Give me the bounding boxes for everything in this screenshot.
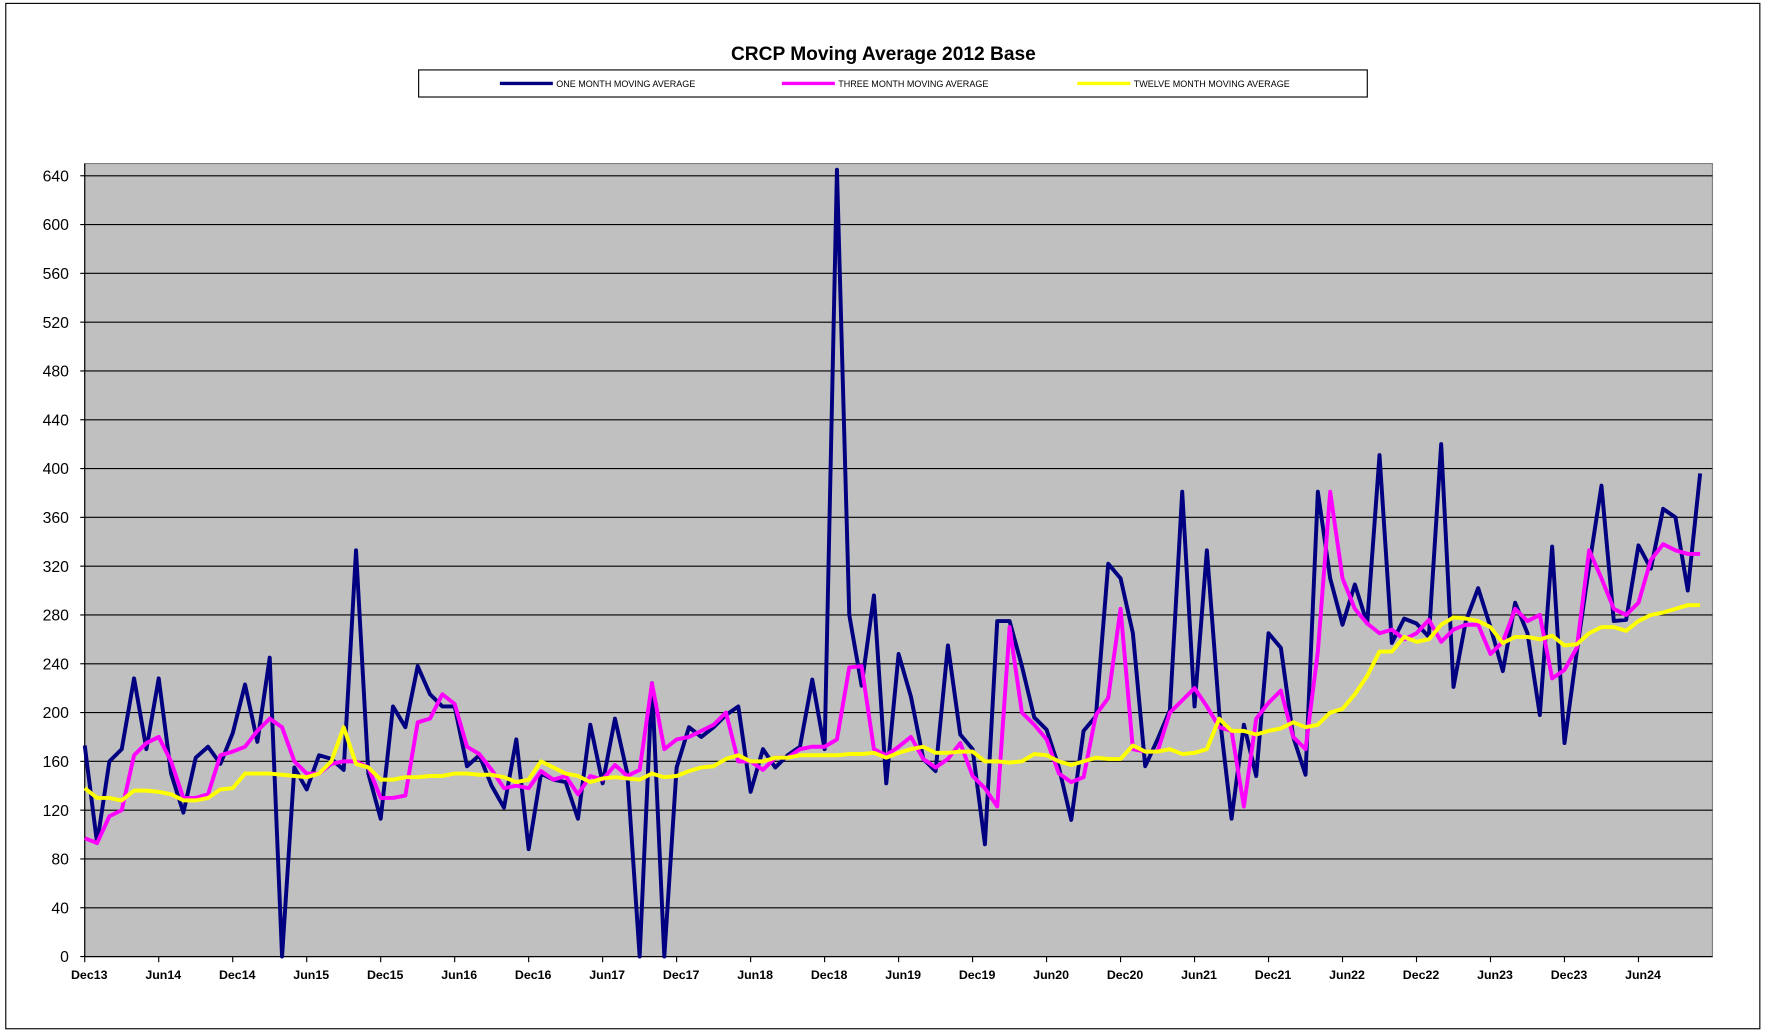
x-tick-label: Jun21 [1181, 968, 1217, 982]
series-line [82, 167, 1703, 959]
x-tick-label: Jun19 [885, 968, 921, 982]
legend-label: ONE MONTH MOVING AVERAGE [556, 79, 695, 89]
legend-box [418, 69, 1368, 98]
y-tick-label: 520 [43, 315, 70, 332]
x-tick-label: Dec23 [1551, 968, 1588, 982]
y-tick-label: 400 [43, 461, 70, 478]
x-tick-label: Dec16 [515, 968, 552, 982]
x-tick-label: Dec13 [71, 968, 108, 982]
x-tick-label: Dec17 [663, 968, 700, 982]
x-tick-label: Jun17 [589, 968, 625, 982]
x-tick-label: Jun22 [1329, 968, 1365, 982]
y-tick-label: 200 [43, 705, 70, 722]
legend-label: TWELVE MONTH MOVING AVERAGE [1134, 79, 1290, 89]
x-tick-label: Jun16 [441, 968, 477, 982]
y-tick-label: 480 [43, 364, 70, 381]
x-tick-label: Jun15 [293, 968, 329, 982]
chart-title: CRCP Moving Average 2012 Base [731, 44, 1036, 65]
x-tick-label: Jun14 [145, 968, 181, 982]
x-tick-label: Dec20 [1107, 968, 1144, 982]
y-tick-label: 280 [43, 608, 70, 625]
x-tick-label: Dec14 [219, 968, 256, 982]
y-tick-label: 120 [43, 803, 70, 820]
y-tick-label: 240 [43, 656, 70, 673]
y-tick-label: 0 [60, 949, 69, 966]
y-tick-label: 320 [43, 559, 70, 576]
x-tick-label: Dec21 [1255, 968, 1292, 982]
x-tick-label: Dec19 [959, 968, 996, 982]
x-tick-label: Jun24 [1625, 968, 1661, 982]
y-tick-label: 40 [51, 900, 69, 917]
x-tick-label: Dec18 [811, 968, 848, 982]
y-tick-label: 560 [43, 266, 70, 283]
y-tick-label: 360 [43, 510, 70, 527]
plot-area [84, 162, 1714, 958]
y-tick-label: 640 [43, 168, 70, 185]
y-tick-label: 80 [51, 852, 69, 869]
series-line [83, 603, 1701, 803]
y-tick-label: 600 [43, 217, 70, 234]
x-tick-label: Dec22 [1403, 968, 1440, 982]
x-tick-label: Dec15 [367, 968, 404, 982]
legend-label: THREE MONTH MOVING AVERAGE [838, 79, 988, 89]
x-tick-label: Jun23 [1477, 968, 1513, 982]
x-tick-label: Jun18 [737, 968, 773, 982]
y-tick-label: 440 [43, 412, 70, 429]
y-tick-label: 160 [43, 754, 70, 771]
x-tick-label: Jun20 [1033, 968, 1069, 982]
